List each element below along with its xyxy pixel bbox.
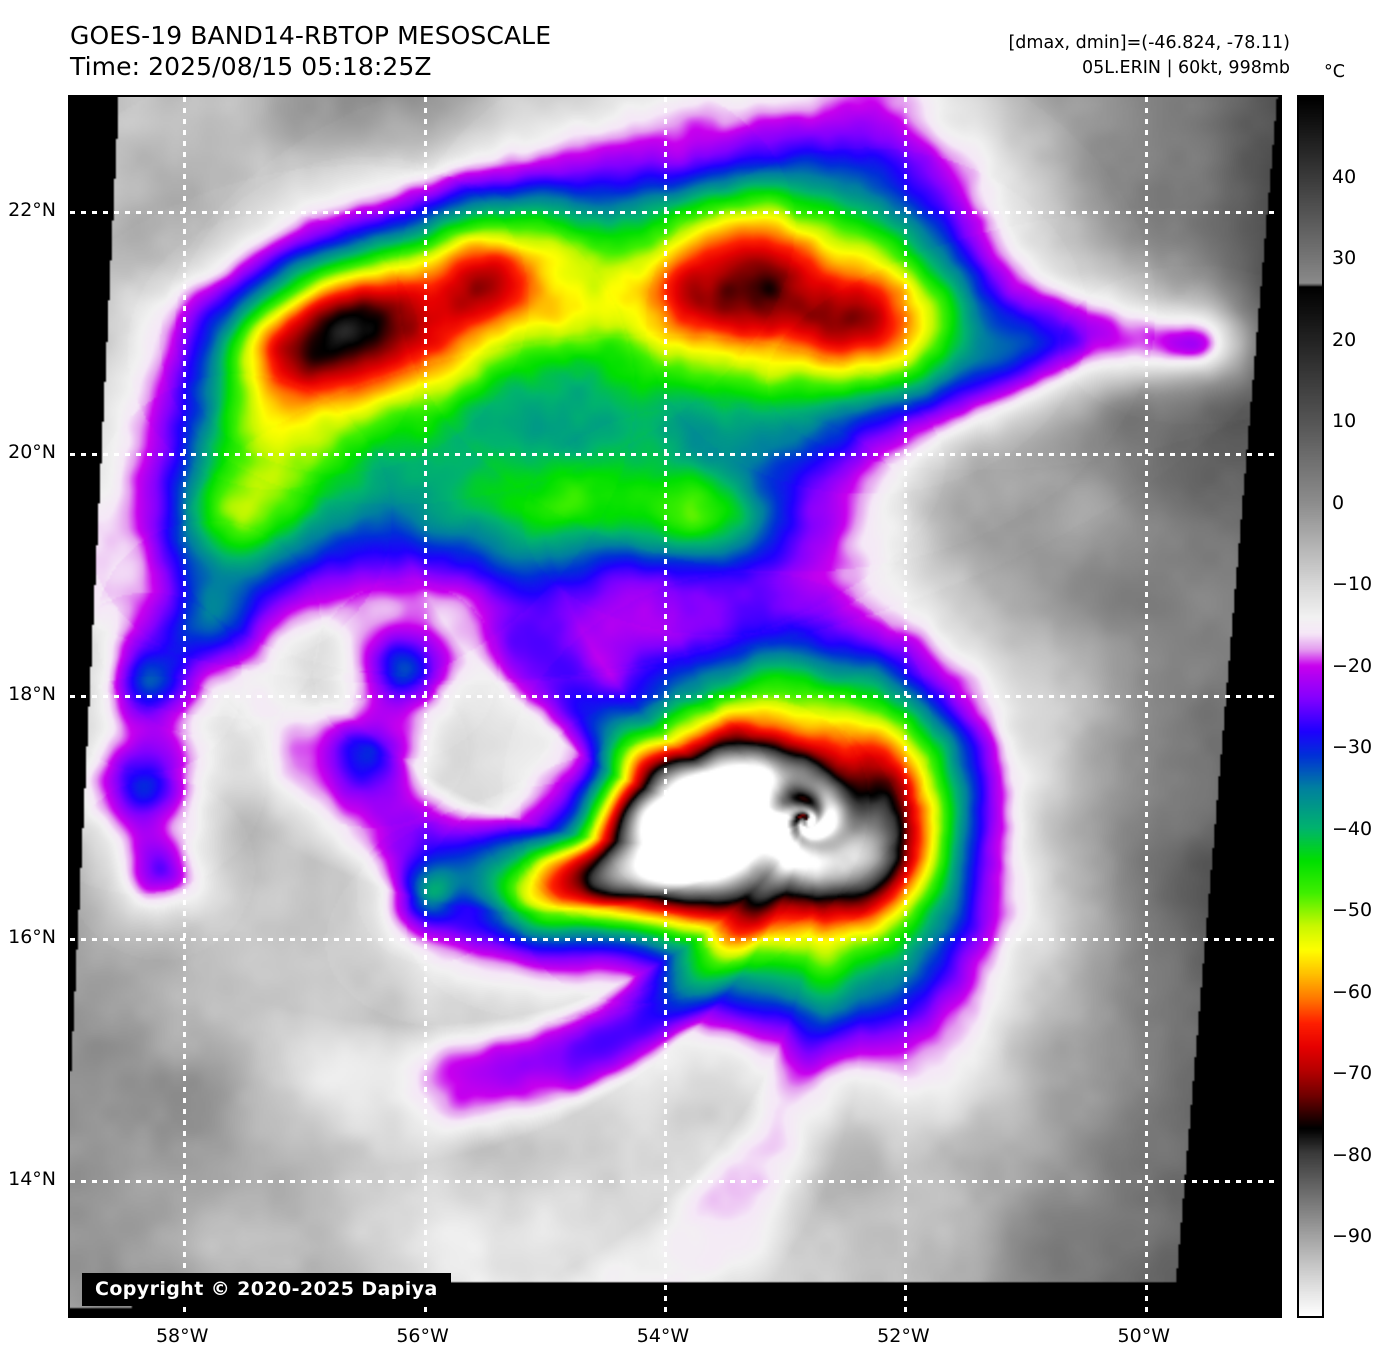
timestamp-label: Time: 2025/08/15 05:18:25Z — [70, 52, 432, 81]
colorbar-tick-label: 10 — [1332, 410, 1357, 433]
axis-tick-label-lon: 54°W — [636, 1325, 690, 1347]
colorbar-tick-label: −60 — [1332, 980, 1373, 1003]
colorbar-tick-label: −30 — [1332, 736, 1373, 759]
colorbar-tick-label: −80 — [1332, 1143, 1373, 1166]
satellite-imagery-canvas — [70, 97, 1280, 1316]
colorbar-tick-label: −20 — [1332, 654, 1373, 677]
axis-tick-label-lon: 50°W — [1117, 1325, 1170, 1347]
axis-tick-label-lon: 56°W — [396, 1325, 449, 1347]
axis-tick-label-lat: 22°N — [8, 199, 56, 222]
satellite-image-plot[interactable]: Copyright © 2020-2025 Dapiya — [68, 95, 1282, 1318]
axis-tick-label-lat: 16°N — [8, 925, 56, 948]
axis-tick-label-lon: 58°W — [155, 1325, 209, 1347]
colorbar-tick-label: −40 — [1332, 817, 1373, 840]
plot-title-block: GOES-19 BAND14-RBTOP MESOSCALE Time: 2025… — [70, 20, 551, 82]
colorbar-tick-label: 30 — [1332, 247, 1357, 270]
data-range-label: [dmax, dmin]=(-46.824, -78.11) — [1008, 33, 1290, 53]
metadata-block: [dmax, dmin]=(-46.824, -78.11) 05L.ERIN |… — [1008, 31, 1290, 81]
colorbar-tick-label: 40 — [1332, 165, 1357, 188]
axis-tick-label-lat: 14°N — [8, 1167, 56, 1190]
colorbar-tick-label: −90 — [1332, 1225, 1373, 1248]
colorbar[interactable] — [1297, 95, 1324, 1318]
colorbar-unit-label: °C — [1324, 62, 1345, 82]
colorbar-tick-label: −50 — [1332, 899, 1373, 922]
storm-info-label: 05L.ERIN | 60kt, 998mb — [1081, 58, 1290, 78]
copyright-watermark: Copyright © 2020-2025 Dapiya — [82, 1273, 451, 1306]
axis-tick-label-lon: 52°W — [877, 1325, 930, 1347]
colorbar-tick-label: 20 — [1332, 328, 1357, 351]
colorbar-gradient — [1299, 97, 1322, 1316]
colorbar-tick-label: −70 — [1332, 1062, 1373, 1085]
colorbar-tick-label: 0 — [1332, 491, 1345, 514]
satellite-imagery-canvas-wrap — [70, 97, 1280, 1316]
axis-tick-label-lat: 18°N — [8, 683, 56, 706]
page-title: GOES-19 BAND14-RBTOP MESOSCALE — [70, 21, 552, 50]
axis-tick-label-lat: 20°N — [8, 441, 56, 464]
colorbar-tick-label: −10 — [1332, 573, 1373, 596]
